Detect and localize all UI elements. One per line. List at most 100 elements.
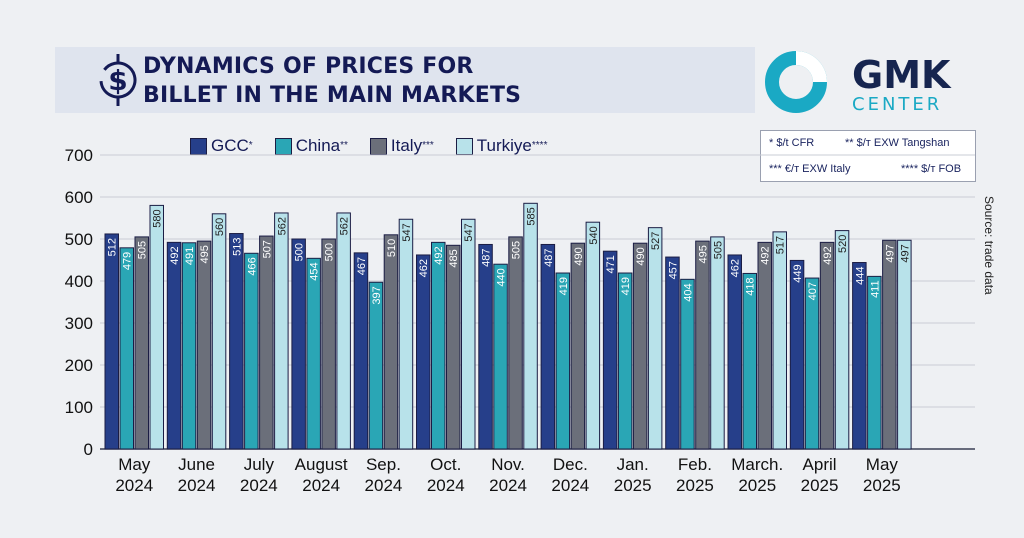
x-tick-label: March.	[731, 455, 783, 474]
x-tick-label: Oct.	[430, 455, 461, 474]
bar-italy	[632, 242, 648, 450]
data-label-gcc: 444	[854, 267, 866, 285]
y-tick-label: 0	[84, 440, 93, 459]
data-label-turkiye: 540	[588, 226, 600, 244]
bar-china	[617, 272, 633, 450]
bar-italy	[819, 241, 835, 450]
bar-china	[431, 241, 446, 450]
data-label-china: 492	[433, 246, 445, 264]
bar-italy	[446, 244, 461, 450]
x-tick-label-year: 2024	[365, 476, 403, 495]
logo-line-2: CENTER	[852, 94, 942, 115]
data-label-gcc: 487	[543, 248, 555, 266]
data-label-italy: 505	[137, 241, 149, 259]
x-tick-label: April	[803, 455, 837, 474]
bar-china	[867, 275, 882, 450]
data-label-gcc: 457	[667, 261, 679, 279]
bar-italy	[882, 239, 897, 450]
data-label-china: 479	[122, 252, 134, 270]
x-tick-label: June	[178, 455, 215, 474]
bar-gcc	[540, 243, 556, 450]
units-notes: * $/t CFR ** $/т EXW Tangshan *** €/т EX…	[760, 130, 976, 182]
bar-gcc	[478, 243, 493, 450]
bar-china	[368, 281, 384, 450]
bar-gcc	[602, 250, 618, 450]
title-line-1: DYNAMICS OF PRICES FOR	[143, 54, 474, 79]
data-label-italy: 490	[573, 247, 585, 265]
bar-turkiye	[834, 230, 850, 450]
bar-gcc	[789, 259, 805, 450]
y-tick-label: 700	[65, 146, 93, 165]
legend-item-italy: Italy ***	[369, 136, 434, 156]
data-label-italy: 507	[261, 240, 273, 258]
data-label-gcc: 487	[481, 248, 493, 266]
data-label-china: 466	[246, 257, 258, 275]
x-tick-label-year: 2024	[302, 476, 340, 495]
data-label-china: 419	[558, 277, 570, 295]
x-tick-label-year: 2025	[738, 476, 776, 495]
x-tick-label: Sep.	[366, 455, 401, 474]
x-tick-label-year: 2024	[427, 476, 465, 495]
data-label-gcc: 462	[730, 259, 742, 277]
bar-italy	[695, 240, 710, 450]
data-label-turkiye: 527	[650, 232, 662, 250]
bar-gcc	[416, 254, 431, 450]
data-label-gcc: 512	[107, 238, 119, 256]
title-line-2: BILLET IN THE MAIN MARKETS	[143, 83, 522, 108]
y-tick-label: 200	[65, 356, 93, 375]
x-tick-label: Dec.	[553, 455, 588, 474]
bar-turkiye	[336, 212, 351, 450]
data-label-gcc: 513	[231, 238, 243, 256]
bar-china	[306, 257, 321, 450]
bar-turkiye	[211, 213, 227, 450]
data-label-italy: 510	[386, 239, 398, 257]
data-label-turkiye: 497	[899, 244, 911, 262]
data-label-china: 407	[807, 282, 819, 300]
data-label-gcc: 467	[356, 257, 368, 275]
data-label-italy: 492	[760, 246, 772, 264]
bar-turkiye	[897, 239, 912, 450]
data-label-italy: 492	[822, 246, 834, 264]
bar-italy	[757, 241, 772, 450]
x-tick-label-year: 2025	[801, 476, 839, 495]
bar-italy	[134, 236, 149, 450]
bar-turkiye	[710, 236, 725, 450]
bar-china	[804, 277, 820, 450]
bar-china	[181, 242, 197, 450]
data-label-turkiye: 517	[775, 236, 787, 254]
note-gcc: * $/t CFR	[769, 137, 815, 149]
data-label-china: 397	[371, 286, 383, 304]
legend-label-italy: Italy	[390, 136, 423, 155]
bar-turkiye	[647, 227, 663, 450]
bar-gcc	[852, 262, 867, 450]
data-label-turkiye: 560	[214, 218, 226, 236]
bar-italy	[570, 242, 586, 450]
bar-italy	[259, 235, 274, 450]
data-label-italy: 490	[635, 247, 647, 265]
y-tick-label: 300	[65, 314, 93, 333]
bar-gcc	[665, 256, 680, 450]
y-tick-label: 100	[65, 398, 93, 417]
bar-turkiye	[149, 204, 164, 450]
legend-item-gcc: GCC *	[190, 136, 253, 156]
x-tick-label-year: 2025	[863, 476, 901, 495]
legend-swatch-gcc	[190, 137, 207, 155]
svg-text:$: $	[108, 64, 127, 97]
data-label-gcc: 492	[169, 246, 181, 264]
bar-gcc	[727, 254, 742, 450]
x-tick-label: May	[118, 455, 151, 474]
bar-italy	[508, 236, 523, 450]
bar-turkiye	[585, 221, 601, 450]
y-tick-label: 400	[65, 272, 93, 291]
note-turkiye: **** $/т FOB	[901, 163, 962, 175]
legend-swatch-italy	[369, 137, 387, 155]
data-label-italy: 485	[448, 249, 460, 267]
bar-turkiye	[398, 218, 414, 450]
note-italy: *** €/т EXW Italy	[769, 163, 851, 175]
data-label-italy: 495	[697, 245, 709, 263]
bar-italy	[196, 240, 212, 450]
bar-gcc	[229, 233, 244, 450]
data-label-china: 411	[869, 280, 881, 298]
logo-line-1: GMK	[852, 53, 952, 97]
x-tick-label-year: 2025	[676, 476, 714, 495]
